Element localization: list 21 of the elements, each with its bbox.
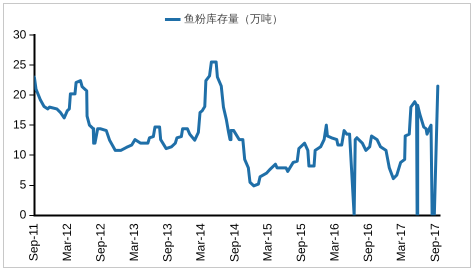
y-tick-label: 20: [12, 87, 27, 102]
x-tick-label: Sep-16: [361, 222, 376, 262]
x-tick-label: Mar-14: [194, 222, 208, 262]
x-tick-label: Sep-15: [294, 222, 308, 262]
y-tick-label: 25: [12, 57, 27, 72]
x-tick-label: Sep-14: [227, 222, 242, 262]
x-tick-label: Mar-13: [126, 222, 141, 262]
y-tick-label: 10: [12, 148, 27, 162]
y-tick-label: 0: [20, 208, 27, 222]
x-tick-label: Mar-17: [394, 222, 408, 262]
x-tick-label: Sep-12: [94, 222, 108, 262]
y-tick-label: 15: [12, 117, 27, 132]
x-tick-label: Sep-13: [160, 222, 174, 262]
x-tick-label: Mar-15: [260, 222, 274, 262]
x-tick-label: Sep-17: [428, 222, 442, 262]
x-tick-label: Mar-16: [327, 222, 342, 262]
y-tick-label: 30: [12, 27, 27, 42]
y-tick-label: 5: [20, 178, 27, 192]
x-tick-label: Sep-11: [26, 222, 41, 262]
legend-label: 鱼粉库存量（万吨）: [184, 12, 283, 26]
x-tick-label: Mar-12: [60, 222, 74, 262]
